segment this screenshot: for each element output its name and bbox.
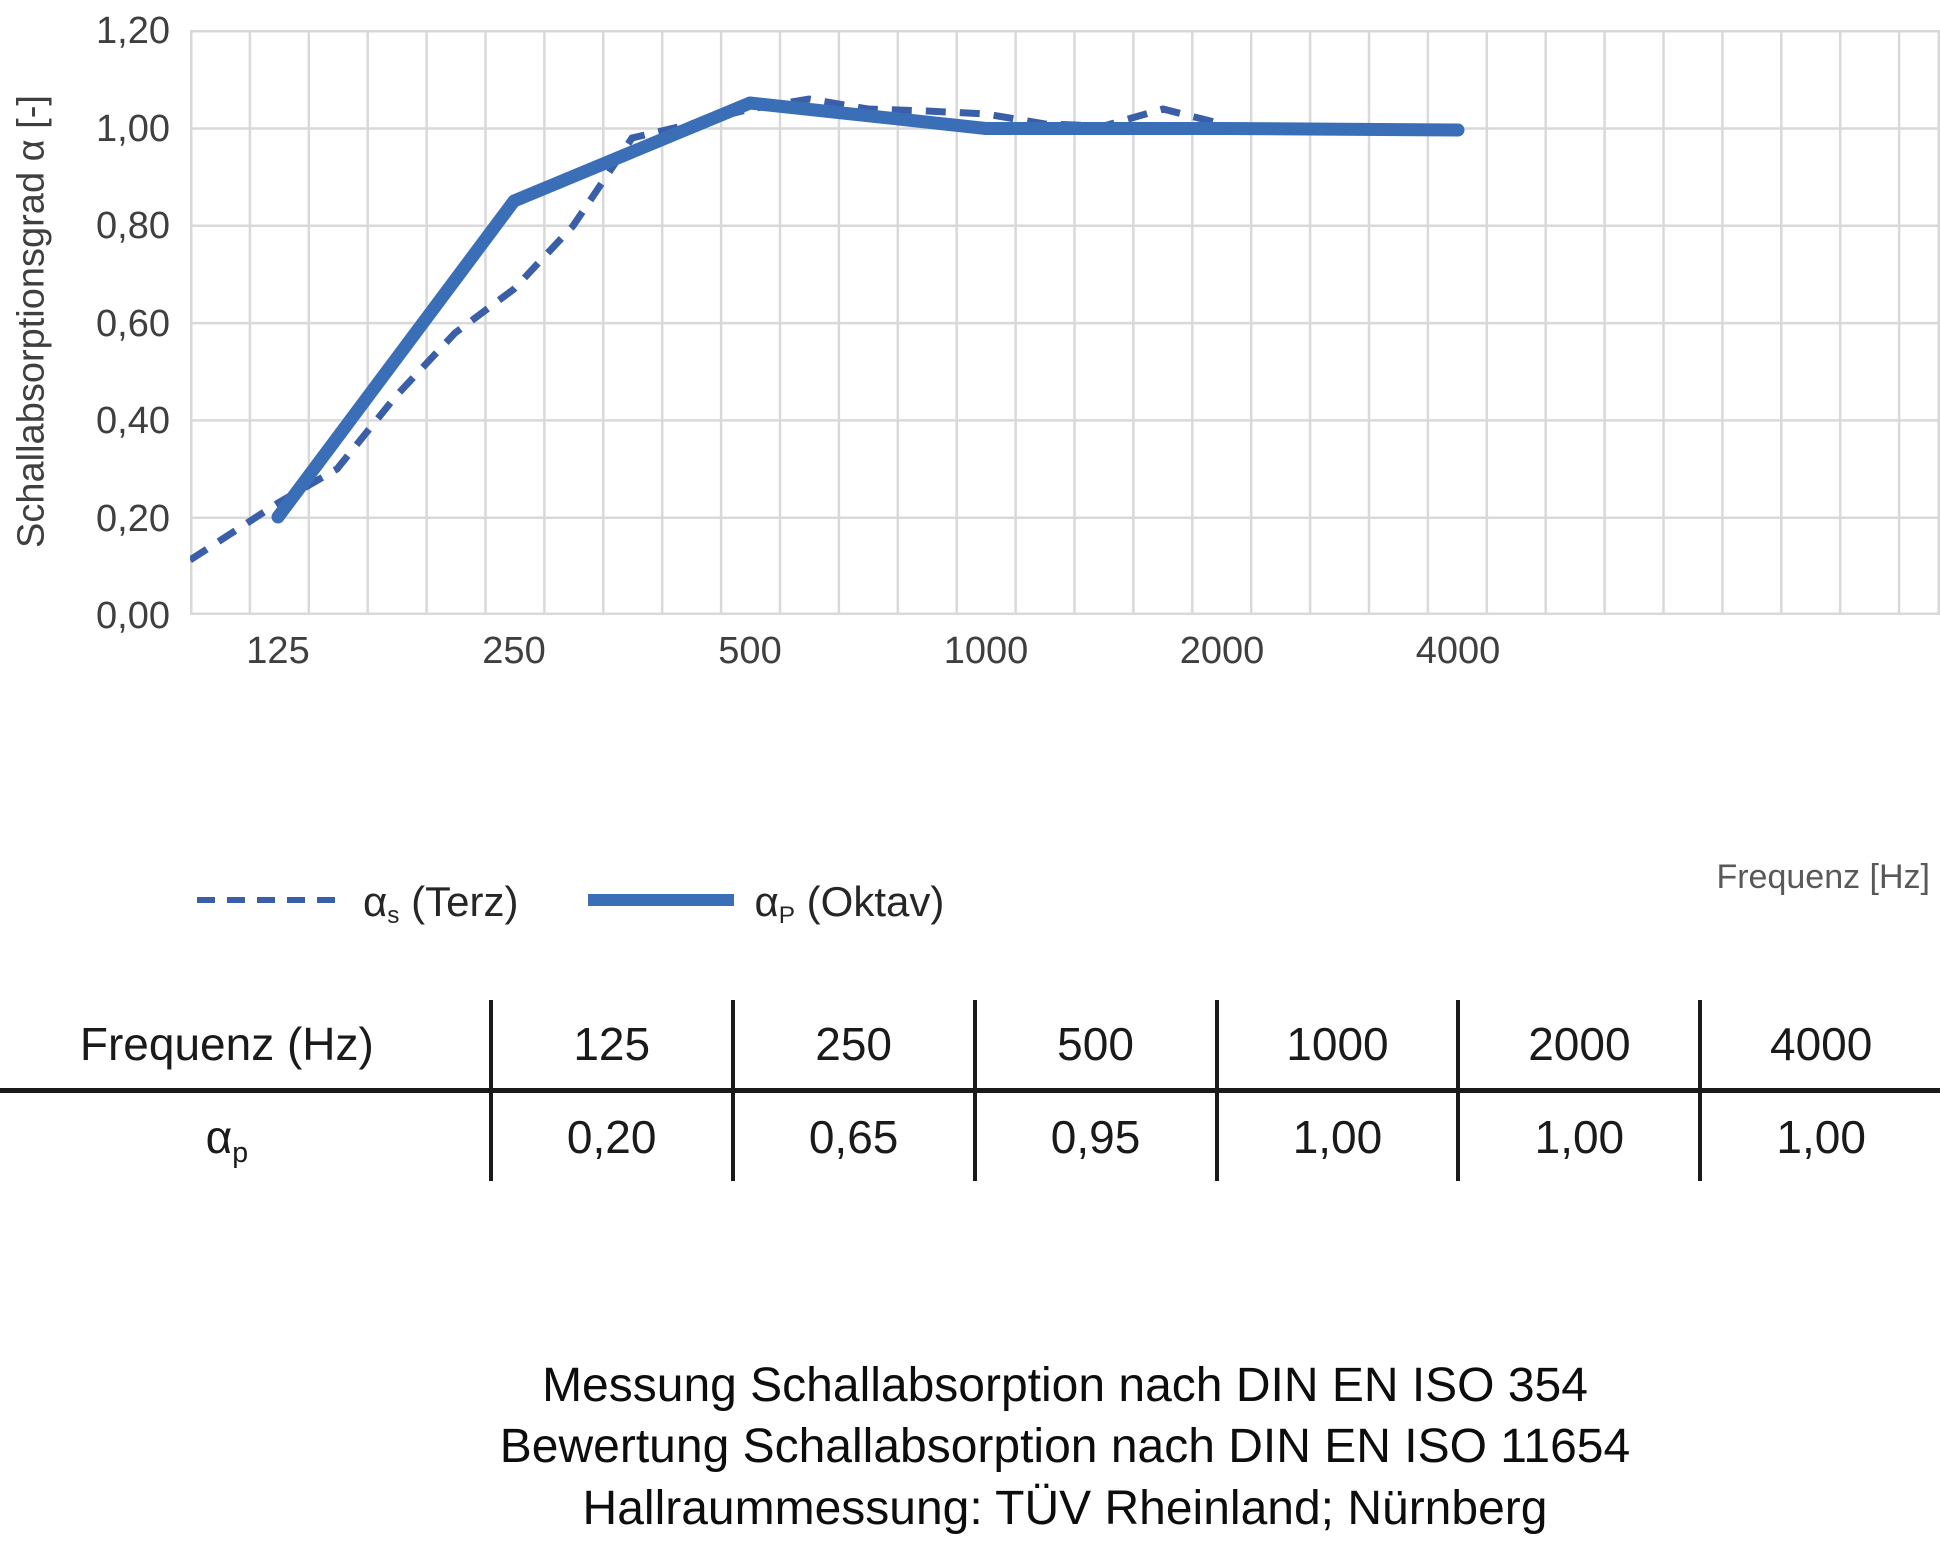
- note-lab: Hallraummessung: TÜV Rheinland; Nürnberg: [582, 1481, 1548, 1535]
- note-measurement-standard: Messung Schallabsorption nach DIN EN ISO…: [542, 1359, 1588, 1412]
- y-axis-title: Schallabsorptionsgrad α [-]: [10, 95, 53, 548]
- y-tick-label: 1,00: [96, 108, 170, 150]
- y-tick-label: 0,80: [96, 205, 170, 247]
- plot-area: [190, 30, 1940, 615]
- table-cell-alpha-p: 0,20: [488, 1090, 733, 1181]
- y-tick-label: 0,20: [96, 498, 170, 540]
- x-tick-label: 1000: [943, 630, 1029, 672]
- x-axis-title: Frequenz [Hz]: [1716, 858, 1930, 896]
- table-cell-frequency: 2000: [1456, 1000, 1701, 1093]
- table-cell-frequency: 250: [730, 1000, 975, 1093]
- table-row-header-alpha-p: αp: [205, 1111, 249, 1169]
- table-row-frequency: Frequenz (Hz) 125 250 500 1000 2000 4000: [0, 1000, 1940, 1093]
- table-cell-frequency: 500: [972, 1000, 1217, 1093]
- legend-item-alpha-s: αs (Terz): [195, 878, 519, 929]
- y-axis-ticks: 1,20 1,00 0,80 0,60 0,40 0,20 0,00: [50, 0, 170, 660]
- y-tick-label: 1,20: [96, 10, 170, 52]
- table-cell-alpha-p: 0,65: [730, 1090, 975, 1181]
- table-cell-frequency: 125: [488, 1000, 733, 1093]
- table-cell-alpha-p: 1,00: [1214, 1090, 1459, 1181]
- x-tick-label: 2000: [1179, 630, 1265, 672]
- x-tick-label: 250: [482, 630, 546, 672]
- table-cell-alpha-p: 0,95: [972, 1090, 1217, 1181]
- y-tick-label: 0,40: [96, 400, 170, 442]
- absorption-chart: Schallabsorptionsgrad α [-] 1,20 1,00 0,…: [10, 0, 1940, 932]
- grid-horizontal: [190, 30, 1940, 615]
- chart-legend: αs (Terz) αP (Oktav): [195, 872, 944, 932]
- table-row-header-frequency: Frequenz (Hz): [0, 1000, 491, 1093]
- x-tick-label: 500: [718, 630, 782, 672]
- x-axis-ticks: 125 250 500 1000 2000 4000: [190, 630, 1940, 690]
- series-alpha-p-oktav: [271, 96, 1465, 524]
- y-tick-label: 0,60: [96, 303, 170, 345]
- legend-label-alpha-s: αs (Terz): [363, 878, 519, 929]
- x-tick-label: 125: [246, 630, 310, 672]
- y-tick-label: 0,00: [96, 595, 170, 637]
- table-cell-frequency: 1000: [1214, 1000, 1459, 1093]
- dashed-line-icon: [195, 890, 345, 915]
- note-rating-standard: Bewertung Schallabsorption nach DIN EN I…: [499, 1420, 1631, 1474]
- table-cell-alpha-p: 1,00: [1456, 1090, 1701, 1181]
- measurement-notes: Messung Schallabsorption nach DIN EN ISO…: [0, 1355, 1940, 1539]
- table-cell-alpha-p: 1,00: [1698, 1090, 1940, 1181]
- x-tick-label: 4000: [1415, 630, 1501, 672]
- table-cell-frequency: 4000: [1698, 1000, 1940, 1093]
- legend-item-alpha-p: αP (Oktav): [586, 878, 945, 929]
- alpha-p-table: Frequenz (Hz) 125 250 500 1000 2000 4000…: [0, 1000, 1940, 1190]
- grid-vertical: [190, 30, 1940, 615]
- legend-label-alpha-p: αP (Oktav): [754, 878, 945, 929]
- table-row-alpha-p: αp 0,20 0,65 0,95 1,00 1,00 1,00: [0, 1090, 1940, 1181]
- solid-line-icon: [586, 890, 736, 915]
- series-alpha-s-terz: [190, 95, 1223, 563]
